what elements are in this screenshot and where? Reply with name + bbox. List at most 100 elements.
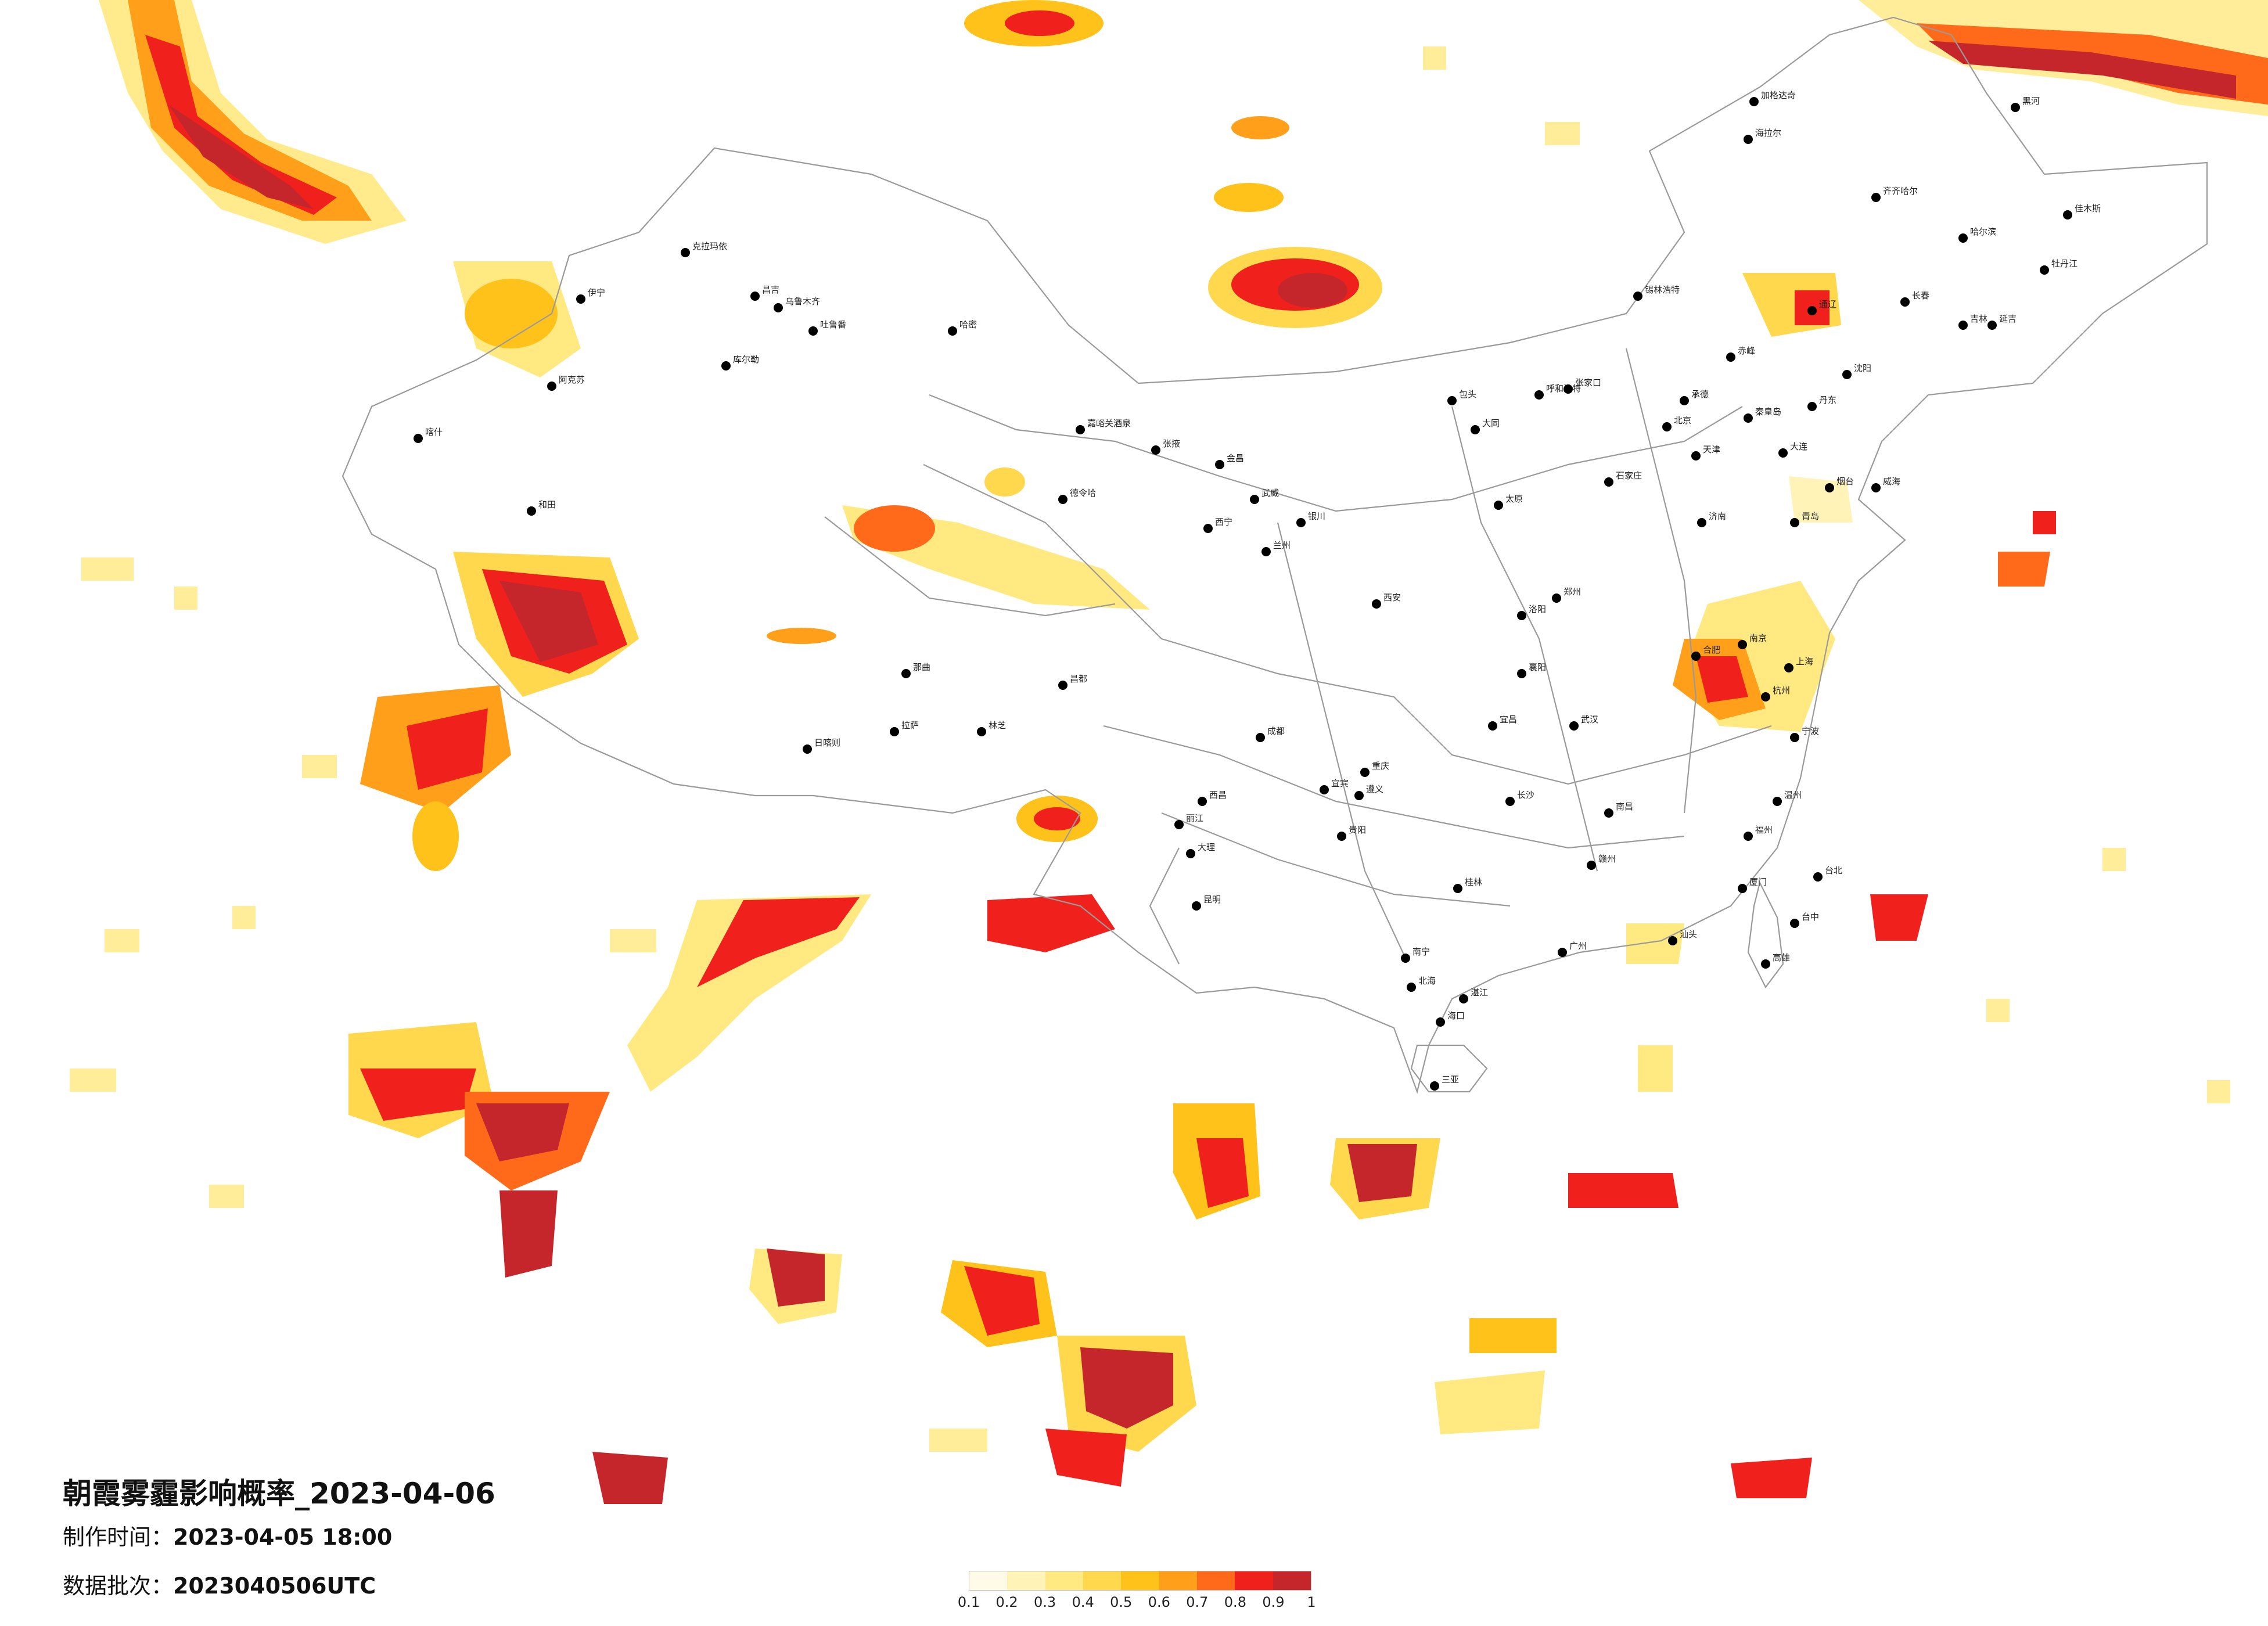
city-dot [1076,425,1085,434]
city-label: 加格达奇 [1761,90,1796,100]
data-batch-value: 2023040506UTC [173,1573,376,1599]
city-label: 杭州 [1773,685,1790,696]
city-label: 拉萨 [901,720,919,731]
city-dot [750,292,760,301]
city-dot [1738,640,1747,649]
city-label: 西昌 [1209,790,1227,800]
city-label: 太原 [1505,494,1523,504]
city-dot [1320,785,1329,794]
legend-tick-label: 0.4 [1072,1594,1094,1610]
city-label: 上海 [1796,656,1813,667]
city-label: 乌鲁木齐 [785,296,820,307]
city-label: 大理 [1198,842,1215,852]
city-dot [1790,733,1799,742]
city-label: 西安 [1383,592,1401,603]
city-label: 西宁 [1215,517,1232,527]
city-label: 库尔勒 [733,354,759,365]
city-dot [1354,791,1364,800]
legend-tick-label: 0.2 [995,1594,1018,1610]
city-dot [1738,884,1747,893]
city-label: 张掖 [1163,438,1180,449]
city-label: 南京 [1749,633,1767,643]
data-batch: 数据批次：2023040506UTC [63,1568,376,1600]
city-dot [1958,233,1968,243]
city-label: 重庆 [1372,761,1389,771]
city-dot [890,727,899,736]
city-label: 赣州 [1598,854,1616,864]
city-dot [576,294,585,304]
legend-tick-label: 0.3 [1034,1594,1056,1610]
city-label: 日喀则 [814,738,840,748]
city-dot [1256,733,1265,742]
city-dot [1192,901,1201,911]
city-dot [1198,797,1207,806]
city-dot [1871,193,1881,202]
city-label: 黑河 [2022,96,2040,106]
city-label: 金昌 [1227,453,1244,463]
city-dot [2063,210,2072,220]
city-label: 洛阳 [1529,604,1546,614]
city-label: 佳木斯 [2075,203,2101,214]
city-dot [1744,413,1753,423]
city-dot [2040,265,2049,275]
city-dot [1744,832,1753,841]
legend-tick-label: 0.5 [1110,1594,1133,1610]
city-dot [1825,483,1834,492]
city-label: 海口 [1447,1010,1465,1021]
city-dot [721,361,731,370]
city-dot [1813,872,1823,882]
city-label: 合肥 [1703,645,1720,655]
city-dot [1726,352,1735,362]
city-dot [1250,495,1259,504]
city-label: 伊宁 [588,287,605,298]
city-dot [1261,547,1271,556]
city-dot [1761,959,1770,969]
city-dot [808,326,818,336]
city-label: 齐齐哈尔 [1883,186,1918,196]
city-dot [1337,832,1346,841]
legend-swatch [969,1571,1008,1590]
legend-swatch [1273,1571,1311,1590]
city-dot [1215,460,1224,469]
city-dot [547,382,556,391]
city-dot [1203,524,1213,533]
city-dot [1401,954,1410,963]
city-dot [977,727,986,736]
city-dot [1453,884,1462,893]
city-dot [1604,477,1613,487]
city-dot [1372,599,1381,609]
city-label: 沈阳 [1854,363,1871,373]
city-label: 烟台 [1836,476,1854,487]
city-label: 通辽 [1819,299,1836,310]
data-batch-label: 数据批次： [63,1573,174,1599]
city-dot [1360,768,1370,777]
city-dot [1407,983,1416,992]
city-label: 宜昌 [1500,714,1517,725]
production-time-label: 制作时间： [63,1524,174,1550]
city-dot [527,506,536,516]
city-label: 广州 [1569,941,1587,951]
city-label: 南宁 [1412,947,1430,957]
city-dot [1186,849,1195,858]
city-dot [1604,808,1613,818]
city-dot [1778,448,1788,458]
city-dot [1471,425,1480,434]
city-label: 丽江 [1186,813,1203,823]
city-dot [1517,611,1526,620]
city-dot [1436,1017,1445,1027]
city-dot [1174,820,1184,829]
city-label: 青岛 [1802,511,1819,521]
city-label: 温州 [1784,790,1802,800]
city-dot [1900,297,1910,307]
city-dot [1296,518,1306,527]
legend-tick-label: 0.9 [1262,1594,1285,1610]
city-dot [1691,451,1701,461]
city-dot [1517,669,1526,678]
city-dot [1744,135,1753,144]
city-label: 武汉 [1581,714,1598,725]
city-label: 南昌 [1616,801,1633,812]
city-label: 高雄 [1773,952,1790,963]
city-dot [1784,663,1793,672]
city-dot [1871,483,1881,492]
